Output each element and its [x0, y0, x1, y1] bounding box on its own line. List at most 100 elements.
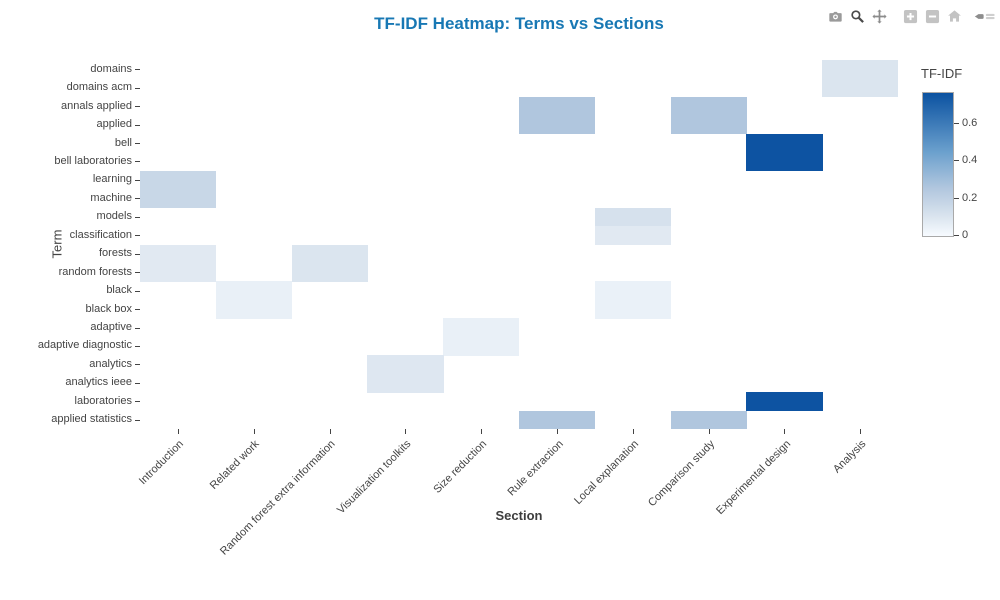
chart-title: TF-IDF Heatmap: Terms vs Sections: [374, 14, 664, 33]
x-tick-label: Visualization toolkits: [335, 438, 414, 517]
plotly-modebar: [815, 6, 996, 26]
heatmap-cell: [367, 373, 444, 393]
x-tick-mark: [784, 429, 786, 434]
colorbar-tick-label: 0: [962, 229, 969, 241]
x-tick-mark: [405, 429, 407, 434]
heatmap-cell: [670, 410, 747, 430]
y-tick-mark: [135, 290, 140, 292]
y-tick-label: forests: [98, 247, 132, 260]
plotly-logo-icon[interactable]: [974, 6, 996, 26]
colorbar-title: TF-IDF: [921, 66, 963, 81]
x-tick-mark: [556, 429, 558, 434]
colorbar-tick-mark: [954, 160, 959, 162]
y-tick-label: learning: [92, 173, 132, 186]
x-axis-title: Section: [495, 508, 543, 523]
heatmap-cell: [140, 189, 217, 209]
x-tick-label: Size reduction: [431, 438, 490, 496]
y-tick-mark: [135, 401, 140, 403]
y-tick-label: models: [96, 210, 132, 223]
heatmap-cell: [670, 96, 747, 116]
y-tick-mark: [135, 124, 140, 126]
y-tick-mark: [135, 419, 140, 421]
heatmap-cell: [291, 244, 368, 264]
colorbar-gradient: [922, 92, 954, 237]
x-tick-label: Comparison study: [645, 438, 717, 510]
y-tick-label: domains: [90, 62, 132, 75]
heatmap-cell: [367, 355, 444, 375]
y-tick-mark: [135, 235, 140, 237]
heatmap-cell: [291, 262, 368, 282]
heatmap-cell: [670, 115, 747, 135]
y-tick-label: black: [106, 284, 132, 297]
y-tick-label: adaptive: [90, 321, 132, 334]
pan-icon[interactable]: [868, 6, 890, 26]
heatmap-cell: [140, 244, 217, 264]
heatmap-cell: [594, 281, 672, 301]
y-tick-label: random forests: [58, 265, 132, 278]
colorbar-tick-label: 0.4: [962, 154, 978, 167]
x-tick-label: Experimental design: [713, 438, 793, 517]
heatmap-cell: [746, 152, 823, 172]
y-tick-label: bell: [114, 136, 132, 149]
x-tick-label: Related work: [208, 438, 263, 492]
heatmap-cell: [215, 281, 293, 301]
y-tick-label: black box: [85, 302, 132, 315]
y-tick-mark: [135, 106, 140, 108]
y-tick-label: machine: [90, 191, 132, 204]
y-tick-label: adaptive diagnostic: [37, 339, 132, 352]
heatmap-cell: [140, 262, 217, 282]
y-tick-label: applied: [96, 118, 132, 131]
x-tick-mark: [329, 429, 331, 434]
y-axis-title: Term: [49, 229, 65, 259]
y-tick-mark: [135, 364, 140, 366]
colorbar-tick-label: 0.2: [962, 191, 978, 204]
heatmap-cell: [140, 170, 217, 190]
x-tick-label: Introduction: [137, 438, 187, 488]
y-tick-mark: [135, 345, 140, 347]
y-tick-mark: [135, 198, 140, 200]
heatmap-cell: [519, 96, 596, 116]
y-tick-label: classification: [69, 228, 132, 241]
camera-icon[interactable]: [824, 6, 846, 26]
heatmap-cell: [519, 115, 596, 135]
heatmap-cell: [519, 410, 596, 430]
y-tick-mark: [135, 309, 140, 311]
zoom-out-icon[interactable]: [921, 6, 943, 26]
y-tick-label: bell laboratories: [54, 154, 132, 167]
heatmap-cell: [594, 207, 672, 227]
zoom-icon[interactable]: [846, 6, 868, 26]
colorbar-tick-label: 0.6: [962, 116, 978, 129]
heatmap-plot-area[interactable]: [140, 60, 899, 430]
x-tick-label: Rule extraction: [505, 438, 566, 499]
x-tick-mark: [481, 429, 483, 434]
zoom-in-icon[interactable]: [899, 6, 921, 26]
y-tick-mark: [135, 327, 140, 329]
y-tick-label: analytics: [89, 357, 132, 370]
y-tick-mark: [135, 216, 140, 218]
heatmap-cell: [215, 299, 293, 319]
y-tick-mark: [135, 87, 140, 89]
colorbar-tick-mark: [954, 235, 959, 236]
heatmap-cell: [746, 133, 823, 153]
y-tick-mark: [135, 161, 140, 163]
heatmap-cell: [443, 336, 520, 356]
heatmap-cell: [822, 60, 899, 79]
x-tick-mark: [708, 429, 710, 434]
y-tick-mark: [135, 382, 140, 384]
y-tick-mark: [135, 253, 140, 255]
y-tick-label: laboratories: [74, 394, 132, 407]
x-tick-label: Analysis: [831, 438, 869, 476]
heatmap-cell: [443, 318, 520, 338]
heatmap-cell: [594, 299, 672, 319]
heatmap-cell: [822, 78, 899, 98]
x-tick-mark: [177, 429, 179, 434]
y-tick-mark: [135, 179, 140, 181]
home-icon[interactable]: [943, 6, 965, 26]
y-tick-label: domains acm: [66, 81, 132, 94]
heatmap-cell: [594, 226, 672, 245]
y-tick-label: applied statistics: [51, 413, 132, 426]
y-tick-label: analytics ieee: [65, 376, 132, 389]
x-tick-mark: [632, 429, 634, 434]
colorbar-tick-mark: [954, 122, 959, 124]
